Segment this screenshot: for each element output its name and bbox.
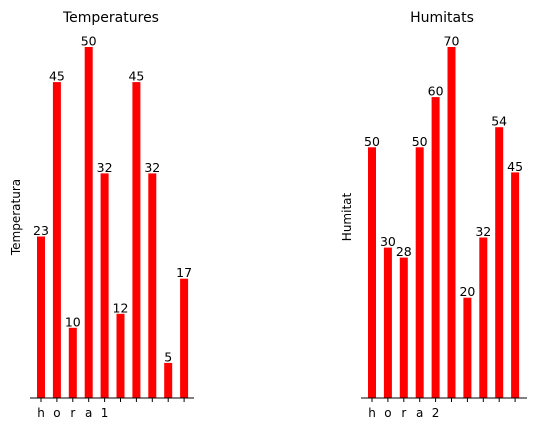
data-label: 60 — [428, 84, 444, 99]
bar — [100, 173, 109, 398]
tick-label: 1 — [101, 406, 109, 420]
data-label: 28 — [396, 244, 412, 259]
bar — [479, 237, 488, 398]
tick-label: a — [416, 406, 423, 420]
chart-title: Temperatures — [62, 10, 159, 26]
chart-title: Humitats — [410, 10, 474, 26]
bar — [37, 236, 45, 398]
y-axis-label: Humitat — [340, 193, 354, 242]
tick-label: a — [85, 406, 92, 420]
bars: 23 45 10 50 32 12 45 32 5 17 — [33, 34, 192, 398]
tick-label: 2 — [432, 406, 440, 420]
data-label: 12 — [113, 300, 129, 315]
tick-label: r — [70, 406, 75, 420]
data-label: 50 — [412, 134, 428, 149]
data-label: 70 — [444, 34, 460, 49]
tick-label: h — [37, 406, 45, 420]
tick-label: r — [401, 406, 406, 420]
y-axis-label: Temperatura — [9, 179, 23, 256]
bar — [431, 97, 440, 398]
data-label: 17 — [176, 265, 192, 280]
bar — [495, 127, 504, 398]
bar — [84, 47, 93, 398]
bar — [164, 362, 173, 398]
bar — [368, 147, 376, 398]
bar — [463, 297, 472, 398]
data-label: 32 — [475, 224, 491, 239]
data-label: 30 — [380, 234, 396, 249]
tick-label: o — [53, 406, 60, 420]
tick-label: o — [384, 406, 391, 420]
data-label: 54 — [491, 114, 507, 129]
bar — [415, 147, 424, 398]
data-label: 50 — [81, 34, 97, 49]
data-label: 10 — [65, 314, 81, 329]
data-label: 5 — [164, 349, 172, 364]
bar — [68, 327, 77, 398]
bar — [116, 313, 125, 398]
bar — [399, 257, 408, 398]
temperatures-chart: Temperatures Temperatura 23 45 10 50 32 12 45 3… — [9, 10, 194, 420]
bar — [447, 47, 456, 398]
bar — [383, 247, 392, 398]
data-label: 45 — [128, 69, 144, 84]
data-label: 23 — [33, 223, 49, 238]
tick-label: h — [368, 406, 376, 420]
bar — [148, 173, 157, 398]
data-label: 45 — [507, 159, 523, 174]
data-label: 20 — [459, 284, 475, 299]
data-label: 50 — [364, 134, 380, 149]
bar — [52, 82, 61, 398]
bar — [132, 82, 141, 398]
data-label: 32 — [97, 160, 113, 175]
data-label: 32 — [144, 160, 160, 175]
data-label: 45 — [49, 69, 65, 84]
bar — [180, 278, 189, 398]
bar — [511, 172, 520, 398]
